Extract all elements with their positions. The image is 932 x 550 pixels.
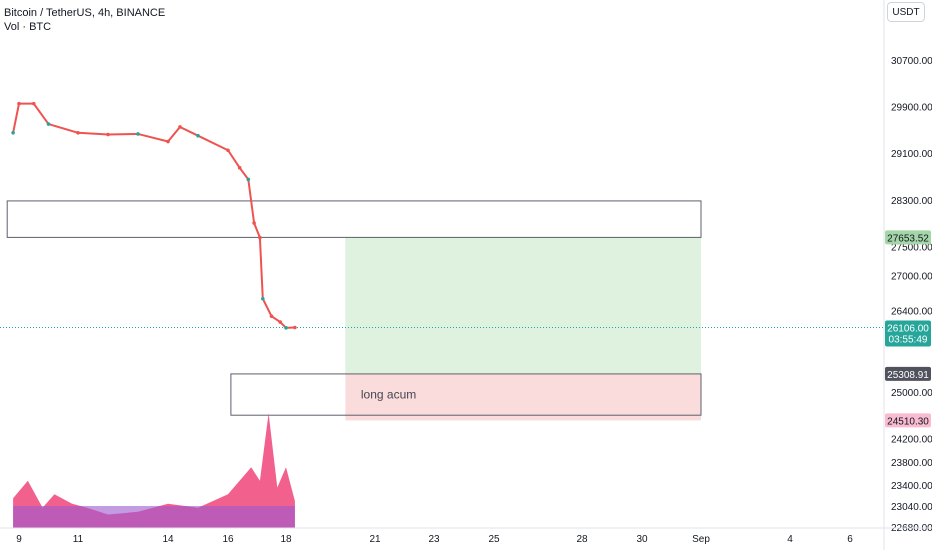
price-layer (0, 101, 884, 330)
last-price-label-bg (885, 320, 931, 347)
price-point (226, 148, 230, 153)
price-point (252, 221, 256, 225)
price-point (269, 314, 274, 319)
price-point (178, 125, 182, 129)
price-point (278, 320, 283, 324)
time-tick-label: 4 (787, 534, 793, 545)
price-point (246, 177, 251, 182)
stop-price-label: 24510.30 (887, 416, 929, 427)
time-tick-label: 23 (428, 534, 440, 545)
zone-box-2 (230, 373, 702, 416)
price-tick-label: 27500.00 (891, 242, 932, 253)
entry-price-label: 25308.91 (887, 370, 929, 381)
time-tick-label: 11 (73, 534, 84, 545)
price-tick-label: 24200.00 (891, 434, 932, 445)
price-tick-label: 23400.00 (891, 481, 932, 492)
price-line (12, 102, 295, 329)
time-tick-label: 6 (847, 534, 853, 545)
target-price-label-bg (885, 230, 931, 245)
loss-zone (345, 373, 701, 421)
time-axis[interactable]: 9 11 14 16 18 21 23 25 28 30 Sep 4 6 (0, 527, 932, 545)
price-point (17, 101, 21, 106)
price-tick-label: 23800.00 (891, 458, 932, 469)
price-point (196, 133, 200, 138)
volume-band (13, 506, 295, 528)
symbol-title: Bitcoin / TetherUS, 4h, BINANCE (4, 7, 166, 19)
time-tick-label: 25 (488, 534, 500, 545)
price-point (76, 130, 80, 135)
price-tick-label: 29900.00 (891, 103, 932, 114)
currency-button[interactable]: USDT (887, 2, 925, 22)
price-tick-label: 23040.00 (891, 502, 932, 513)
price-axis[interactable]: 30700.00 29900.00 29100.00 28300.00 27500.00… (883, 0, 932, 550)
price-tick-label: 29100.00 (891, 149, 932, 160)
time-tick-label: 28 (576, 534, 588, 545)
time-tick-label: 9 (16, 534, 22, 545)
volume-label: Vol · BTC (4, 21, 52, 33)
time-tick-label: 14 (162, 534, 174, 545)
price-point (261, 296, 265, 301)
time-tick-label: Sep (692, 534, 710, 545)
price-tick-label: 25000.00 (891, 388, 932, 399)
volume-area (13, 413, 295, 528)
time-tick-label: 21 (369, 534, 381, 545)
price-point (166, 139, 170, 144)
time-tick-label: 16 (222, 534, 234, 545)
profit-zone (345, 237, 701, 374)
price-tick-label: 26400.00 (891, 306, 932, 317)
zone-box-1 (6, 200, 702, 238)
time-tick-label: 30 (636, 534, 648, 545)
target-price-label: 27653.52 (887, 233, 929, 244)
price-point (11, 130, 15, 135)
price-point (46, 122, 51, 126)
price-point (293, 325, 297, 330)
price-tick-label: 27000.00 (891, 271, 932, 282)
zone-label: long acum (361, 388, 416, 402)
price-point (237, 165, 242, 170)
price-point (136, 132, 140, 136)
countdown-label: 03:55:49 (889, 335, 928, 346)
entry-price-label-bg (885, 366, 931, 381)
price-point (258, 235, 262, 240)
price-point (284, 326, 288, 330)
time-tick-label: 18 (280, 534, 292, 545)
price-tick-label: 30700.00 (891, 56, 932, 67)
price-point (106, 132, 110, 137)
last-price-label: 26106.00 (887, 324, 929, 335)
zones-layer: long acum (6, 200, 702, 421)
price-tick-label: 28300.00 (891, 196, 932, 207)
price-point (31, 101, 36, 106)
stop-price-label-bg (885, 413, 931, 428)
volume-layer (13, 413, 295, 528)
